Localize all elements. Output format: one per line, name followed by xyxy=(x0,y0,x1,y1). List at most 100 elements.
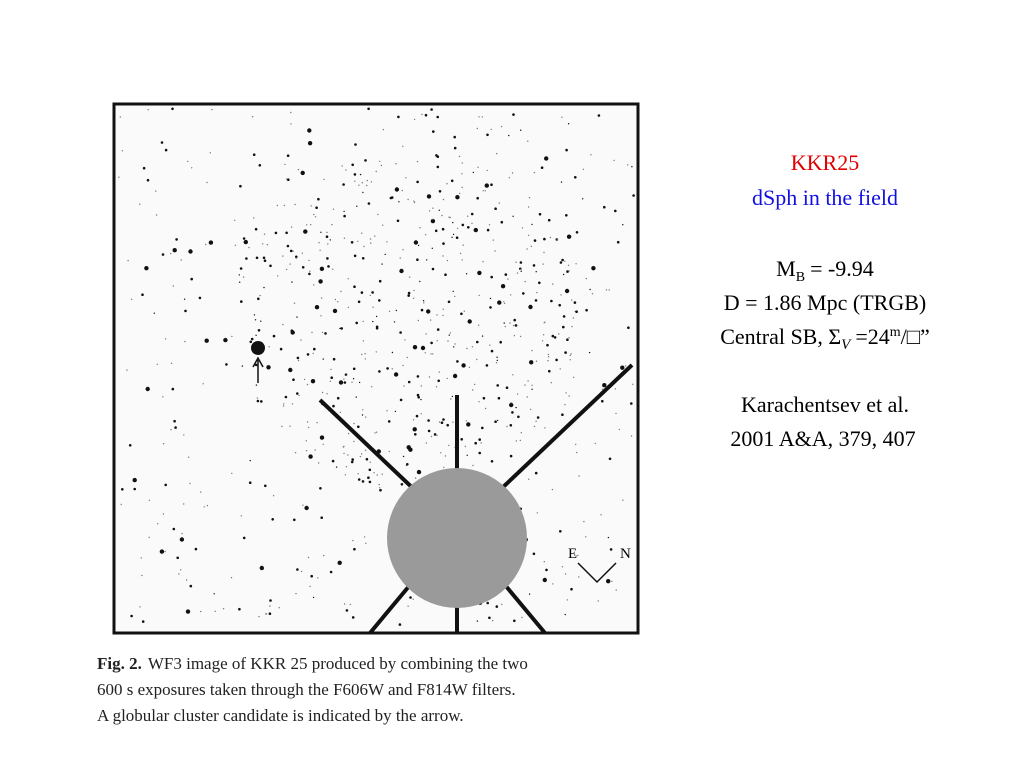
star xyxy=(378,299,381,302)
star xyxy=(332,208,335,210)
star xyxy=(296,356,300,360)
star xyxy=(300,339,302,341)
star xyxy=(170,429,172,431)
star xyxy=(496,384,500,387)
star xyxy=(431,267,435,271)
star xyxy=(351,163,355,167)
star xyxy=(310,379,316,384)
star xyxy=(422,300,425,302)
star xyxy=(565,148,568,152)
subscript: V xyxy=(841,337,852,353)
star xyxy=(340,290,342,293)
star xyxy=(441,227,445,231)
star xyxy=(605,289,608,291)
star xyxy=(459,252,462,255)
star xyxy=(482,261,484,263)
star xyxy=(562,325,565,329)
star xyxy=(441,214,443,217)
star xyxy=(353,440,355,443)
star xyxy=(413,200,415,202)
star xyxy=(160,141,164,144)
star xyxy=(543,561,545,563)
compass-north: N xyxy=(620,546,631,562)
star xyxy=(183,503,185,505)
star xyxy=(310,224,312,226)
star xyxy=(559,530,562,533)
star xyxy=(484,183,489,188)
star xyxy=(343,381,347,384)
star xyxy=(288,367,293,373)
star xyxy=(296,568,299,571)
star xyxy=(585,536,587,538)
star xyxy=(320,516,324,519)
value: =24 xyxy=(855,324,889,349)
star xyxy=(331,223,333,226)
star xyxy=(527,380,529,382)
star xyxy=(532,264,536,267)
star xyxy=(308,259,310,262)
star xyxy=(239,267,243,270)
star xyxy=(326,393,328,395)
star xyxy=(416,375,420,378)
star xyxy=(357,425,360,429)
star xyxy=(155,214,158,216)
star xyxy=(353,547,356,551)
star xyxy=(562,315,566,318)
star xyxy=(452,421,454,423)
star xyxy=(489,344,491,346)
star xyxy=(492,239,494,241)
star xyxy=(295,592,297,595)
star xyxy=(367,476,370,480)
compass xyxy=(577,562,617,584)
star xyxy=(345,609,349,612)
star xyxy=(481,335,484,337)
star xyxy=(249,340,253,344)
star xyxy=(314,305,320,310)
arrow-head xyxy=(252,356,264,368)
star xyxy=(561,413,564,417)
star xyxy=(285,231,288,235)
star xyxy=(264,484,267,488)
star xyxy=(222,608,225,610)
star xyxy=(494,420,497,424)
star xyxy=(472,464,474,467)
star xyxy=(478,294,480,297)
star xyxy=(449,216,451,219)
star xyxy=(281,425,283,428)
star xyxy=(618,428,620,431)
star xyxy=(611,580,613,582)
star xyxy=(368,468,372,472)
star xyxy=(601,399,604,403)
star xyxy=(622,224,624,226)
star xyxy=(465,273,468,275)
star xyxy=(461,186,463,189)
star xyxy=(482,396,486,400)
star xyxy=(423,302,425,304)
star xyxy=(486,169,488,172)
star xyxy=(318,462,320,464)
star xyxy=(437,379,441,383)
star xyxy=(139,203,141,205)
star xyxy=(425,442,427,444)
star xyxy=(456,227,459,229)
star xyxy=(630,435,633,437)
star xyxy=(245,257,248,260)
star xyxy=(486,133,489,137)
star xyxy=(565,392,567,394)
star xyxy=(141,574,143,577)
star xyxy=(260,400,263,403)
star xyxy=(521,227,524,229)
star xyxy=(490,128,492,131)
star xyxy=(442,308,444,310)
star xyxy=(452,373,458,379)
star xyxy=(375,170,377,173)
star xyxy=(277,275,279,277)
star xyxy=(318,279,323,284)
star xyxy=(541,340,544,342)
star xyxy=(570,353,572,355)
star xyxy=(282,405,285,407)
star xyxy=(582,198,584,200)
star xyxy=(394,410,397,413)
star xyxy=(266,244,268,246)
star xyxy=(147,109,149,111)
